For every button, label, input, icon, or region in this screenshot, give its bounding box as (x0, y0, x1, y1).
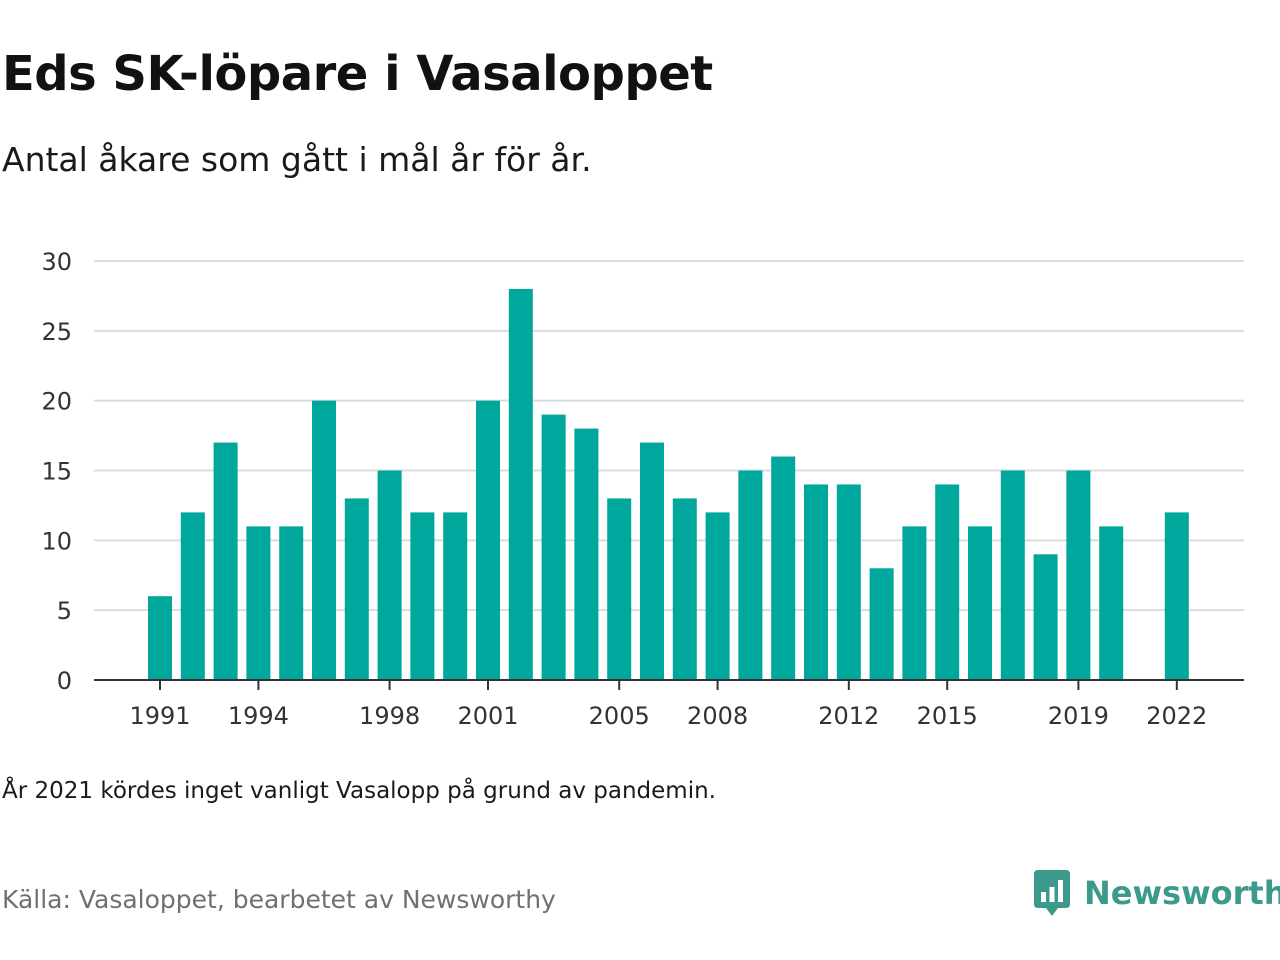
y-tick-label: 10 (41, 527, 72, 555)
chart-subtitle: Antal åkare som gått i mål år för år. (2, 140, 592, 179)
bar-2014 (902, 526, 927, 680)
bar-1996 (312, 400, 336, 680)
y-tick-label: 5 (57, 597, 72, 625)
bar-2001 (476, 400, 500, 680)
bar-2019 (1066, 470, 1091, 680)
y-tick-label: 25 (41, 318, 72, 346)
bar-2020 (1099, 526, 1124, 680)
bar-1997 (344, 498, 369, 680)
bar-2016 (968, 526, 992, 680)
bar-2005 (607, 498, 632, 680)
bar-2003 (541, 414, 566, 680)
brand-name: Newsworthy (1084, 874, 1280, 912)
x-tick-label: 2008 (687, 702, 748, 730)
x-tick-label: 2022 (1146, 702, 1207, 730)
y-tick-label: 15 (41, 458, 72, 486)
y-tick-label: 0 (57, 667, 72, 695)
bar-1999 (410, 512, 435, 680)
bar-1994 (246, 526, 271, 680)
axes: 1991 1994 1998 2001 2005 2008 2012 2015 2019 2022 (94, 679, 1244, 730)
bar-2009 (738, 470, 763, 680)
bar-2000 (443, 512, 468, 680)
x-tick-label: 2001 (457, 702, 518, 730)
x-tick-label: 1994 (228, 702, 289, 730)
x-tick-label: 1991 (129, 702, 190, 730)
bar-2006 (640, 442, 664, 680)
bar-2002 (508, 288, 533, 680)
bar-2008 (705, 512, 730, 680)
bar-1995 (279, 526, 304, 680)
bar-2012 (836, 484, 861, 680)
bar-2015 (935, 484, 960, 680)
bar-1993 (213, 442, 238, 680)
x-tick-label: 2019 (1048, 702, 1109, 730)
bar-1998 (377, 470, 402, 680)
bar-2011 (804, 484, 828, 680)
bar-2018 (1033, 554, 1058, 680)
x-tick-label: 2015 (917, 702, 978, 730)
brand-logo: Newsworthy (1032, 868, 1280, 918)
bar-1991 (148, 596, 172, 680)
x-tick-label: 2005 (589, 702, 650, 730)
newsworthy-logo-icon (1034, 870, 1070, 916)
chart-note: År 2021 kördes inget vanligt Vasalopp på… (2, 778, 716, 804)
y-tick-label: 30 (41, 248, 72, 276)
x-tick-label: 1998 (359, 702, 420, 730)
chart-title: Eds SK-löpare i Vasaloppet (2, 46, 713, 102)
bar-chart: 0 5 10 15 20 25 30 1991 1994 1998 2001 2005 2008 201… (41, 248, 1244, 730)
y-tick-label: 20 (41, 388, 72, 416)
bar-2007 (672, 498, 697, 680)
bar-2017 (1000, 470, 1025, 680)
bar-2004 (574, 428, 599, 680)
bar-2010 (771, 456, 796, 680)
bar-1992 (180, 512, 205, 680)
bar-2022 (1164, 512, 1189, 680)
source-text: Källa: Vasaloppet, bearbetet av Newswort… (2, 885, 556, 914)
bar-2013 (869, 568, 894, 680)
bars (148, 288, 1189, 680)
x-tick-label: 2012 (818, 702, 879, 730)
